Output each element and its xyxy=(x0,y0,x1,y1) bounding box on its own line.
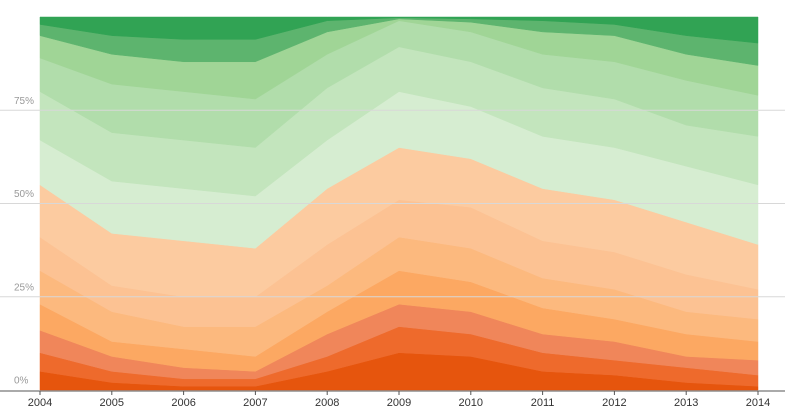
x-tick-label: 2004 xyxy=(28,397,52,409)
y-tick-label: 25% xyxy=(14,282,34,293)
axes: 0% 25% 50% 75% 2004 2005 2006 2007 2008 2009 2010 2… xyxy=(0,96,785,409)
x-tick-label: 2009 xyxy=(387,397,411,409)
x-tick-label: 2005 xyxy=(100,397,124,409)
y-tick-label: 0% xyxy=(14,376,29,387)
x-tick-label: 2010 xyxy=(459,397,483,409)
area-layer xyxy=(39,16,759,44)
x-tick-label: 2007 xyxy=(243,397,267,409)
y-tick-label: 75% xyxy=(14,96,34,107)
y-tick-label: 50% xyxy=(14,189,34,200)
x-tick-label: 2013 xyxy=(674,397,698,409)
x-tick-label: 2008 xyxy=(315,397,339,409)
x-tick-label: 2006 xyxy=(171,397,195,409)
areas xyxy=(39,16,759,391)
x-tick-label: 2011 xyxy=(531,397,555,409)
x-tick-label: 2014 xyxy=(746,397,770,409)
x-tick-label: 2012 xyxy=(602,397,626,409)
